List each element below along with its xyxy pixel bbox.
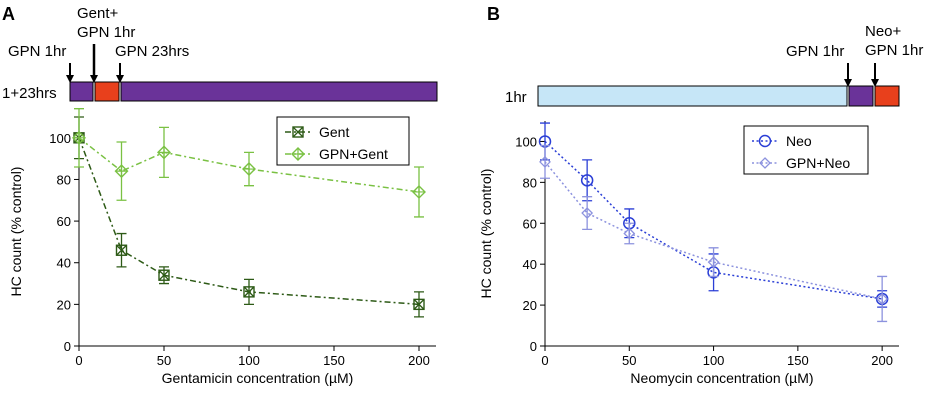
x-tick-label: 150 <box>787 353 809 368</box>
x-tick-label: 150 <box>323 353 345 368</box>
timeline-b-segment-baseline <box>537 85 848 107</box>
x-axis-title: Neomycin concentration (µM) <box>630 370 813 386</box>
data-point <box>581 207 594 219</box>
annotation-gpn-1hr-b: GPN 1hr <box>786 43 844 60</box>
error-bar <box>582 159 593 202</box>
data-point-plus <box>158 146 170 159</box>
y-tick-label: 40 <box>523 257 537 272</box>
data-point-cross <box>243 286 255 298</box>
timeline-a: 1+23hrs GPN 1hr Gent+ GPN 1hr GPN 23hrs <box>2 5 438 102</box>
legend-swatch-marker-cross <box>292 126 304 138</box>
y-tick-label: 100 <box>49 131 71 146</box>
y-tick-label: 40 <box>57 256 71 271</box>
chart-b: 0 50 100 150 200 0 20 40 60 80 100 Neomycin concent… <box>478 121 899 386</box>
series-gpn-gent <box>72 108 426 218</box>
timeline-b-segment-neo-gpn <box>874 85 900 107</box>
panel-letter-a: A <box>2 4 15 24</box>
x-tick-label: 50 <box>157 353 171 368</box>
data-point-box <box>243 286 255 298</box>
series-gpn-neo <box>539 144 889 323</box>
legend-swatch-marker-box <box>292 126 304 138</box>
legend: Gent GPN+Gent <box>276 116 410 166</box>
timeline-b-segment-gpn <box>848 85 874 107</box>
annotation-gent-gpn-1hr: Gent+ GPN 1hr <box>77 5 135 41</box>
x-tick-label: 0 <box>541 353 548 368</box>
error-bar <box>582 196 593 231</box>
annotation-neo-gpn-1hr: Neo+ GPN 1hr <box>865 23 923 59</box>
y-tick-label: 60 <box>57 214 71 229</box>
legend-box <box>276 116 410 166</box>
timeline-a-segment-gpn <box>69 81 94 102</box>
data-point-plus <box>115 165 128 178</box>
y-tick-label: 80 <box>523 175 537 190</box>
timeline-a-segment-gpn-23hrs <box>120 81 438 102</box>
data-point-cross <box>116 244 127 256</box>
y-tick-label: 80 <box>57 172 71 187</box>
timeline-b: 1hr GPN 1hr Neo+ GPN 1hr <box>505 23 923 107</box>
data-point <box>580 174 594 187</box>
timeline-b-label: 1hr <box>505 89 527 106</box>
panel-b: B 1hr GPN 1hr Neo+ GPN 1hr 0 50 100 150 2000… <box>478 4 923 386</box>
data-point <box>539 155 551 168</box>
legend-box <box>743 125 869 175</box>
data-point-cross <box>158 269 170 281</box>
legend-swatch-marker <box>758 134 772 148</box>
legend-swatch-marker <box>759 157 771 169</box>
data-point-plus <box>73 131 85 144</box>
y-axis-title: HC count (% control) <box>478 169 494 299</box>
data-point-plus <box>413 185 425 198</box>
x-axis-title: Gentamicin concentration (µM) <box>162 370 354 386</box>
data-point <box>623 227 636 240</box>
legend-label: Gent <box>319 124 349 140</box>
y-tick-label: 100 <box>515 134 537 149</box>
data-point-box <box>413 298 425 311</box>
x-tick-label: 50 <box>622 353 636 368</box>
y-axis-title: HC count (% control) <box>8 167 24 297</box>
legend-swatch-marker-plus <box>292 148 304 160</box>
error-bar <box>540 144 550 179</box>
y-tick-label: 0 <box>64 339 71 354</box>
x-tick-label: 100 <box>238 353 260 368</box>
data-point-plus <box>243 163 255 176</box>
legend: Neo GPN+Neo <box>743 125 869 175</box>
data-point-box <box>158 269 170 281</box>
data-point-box <box>115 244 128 256</box>
y-tick-label: 60 <box>523 216 537 231</box>
data-point-diamond <box>157 145 171 160</box>
y-tick-label: 20 <box>523 298 537 313</box>
annotation-gpn-1hr-a: GPN 1hr <box>8 43 66 60</box>
legend-label: GPN+Neo <box>786 155 850 171</box>
panel-letter-b: B <box>487 4 500 24</box>
legend-label: GPN+Gent <box>319 146 388 162</box>
chart-a: 0 50 100 150 200 0 20 40 60 80 100 Gentamicin conce… <box>8 108 436 386</box>
timeline-a-segment-gent-gpn <box>94 81 120 102</box>
y-tick-label: 20 <box>57 297 71 312</box>
panel-a: A 1+23hrs GPN 1hr Gent+ GPN 1hr GPN 23hr… <box>2 4 438 386</box>
data-point-cross <box>413 298 425 310</box>
data-point <box>876 293 889 305</box>
error-bar <box>708 247 719 278</box>
legend-label: Neo <box>786 133 812 149</box>
x-tick-label: 100 <box>703 353 725 368</box>
x-tick-label: 0 <box>75 353 82 368</box>
timeline-a-label: 1+23hrs <box>2 85 57 102</box>
error-bar <box>877 275 888 323</box>
annotation-gpn-23hrs: GPN 23hrs <box>115 43 189 60</box>
x-tick-label: 200 <box>408 353 430 368</box>
error-bar <box>624 222 635 245</box>
data-point <box>707 256 720 269</box>
x-tick-label: 200 <box>871 353 893 368</box>
y-tick-label: 0 <box>530 339 537 354</box>
